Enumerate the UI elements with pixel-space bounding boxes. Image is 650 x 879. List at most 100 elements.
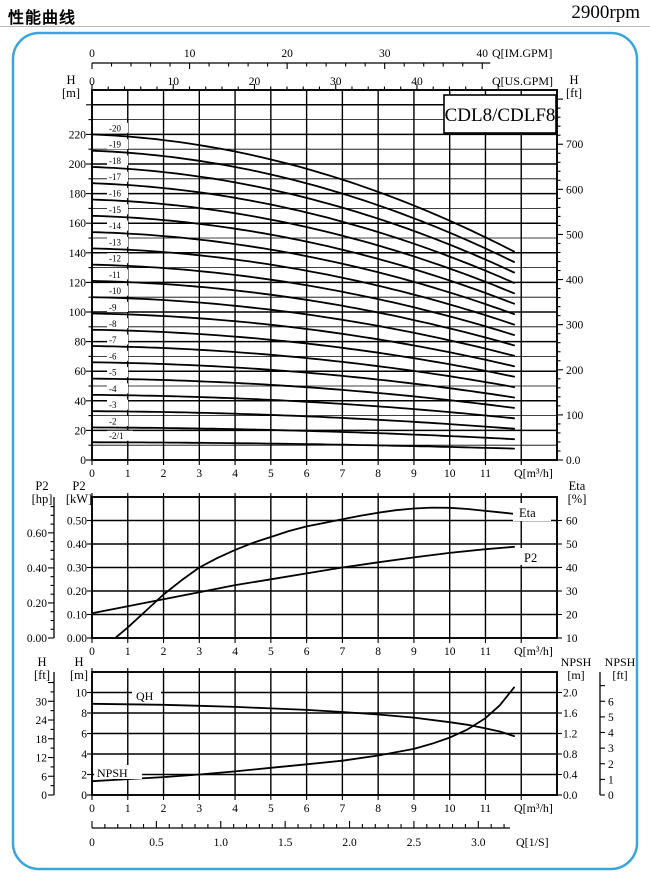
- stage-curve-label: -20: [109, 123, 121, 133]
- stage-label-bg: [107, 334, 128, 345]
- head-m-tick-label: 100: [69, 307, 87, 319]
- p2-curve-label: P2: [524, 551, 537, 565]
- p2-kw-tick-label: 0.00: [67, 633, 87, 645]
- npsh-m-tick-label: 2.0: [563, 688, 578, 700]
- power-q-tick-label: 8: [375, 646, 381, 658]
- power-chart: 0.000.100.200.300.400.50P2[kW]0.000.200.…: [27, 479, 587, 658]
- us-gpm-tick-label: 40: [411, 76, 423, 88]
- stage-label-bg: [107, 188, 128, 199]
- stage-curve: [91, 361, 515, 399]
- eta-label-bg: [513, 503, 551, 521]
- ls-tick-label: 1.5: [278, 837, 293, 849]
- npsh-q-tick-label: 11: [480, 803, 491, 815]
- eta-tick-label: 60: [566, 516, 578, 528]
- head-ft-tick-label: 200: [566, 365, 584, 377]
- npsh-q-tick-label: 2: [161, 803, 167, 815]
- stage-curve-label: -2/1: [109, 431, 124, 441]
- stage-curve-label: -6: [109, 351, 117, 361]
- model-box: CDL8/CDLF8: [443, 94, 557, 134]
- qh-m-axis-title: H: [74, 655, 83, 669]
- npsh-q-tick-label: 8: [375, 803, 381, 815]
- p2-kw-tick-label: 0.20: [67, 586, 87, 598]
- us-gpm-tick-label: 10: [167, 76, 179, 88]
- head-q-tick-label: 5: [268, 468, 274, 480]
- head-q-tick-label: 6: [304, 468, 310, 480]
- p2-hp-tick-label: 0.60: [27, 528, 47, 540]
- stage-curve-label: -9: [109, 302, 117, 312]
- ls-tick-label: 2.5: [407, 837, 422, 849]
- npsh-ft-tick-label: 4: [608, 728, 614, 740]
- head-ft-tick-label: 600: [566, 184, 584, 196]
- head-m-tick-label: 80: [75, 337, 87, 349]
- head-m-tick-label: 60: [75, 366, 87, 378]
- stage-curve: [91, 149, 515, 263]
- npsh-q-tick-label: 7: [340, 803, 346, 815]
- npsh-ft-tick-label: 1: [608, 774, 614, 786]
- stage-curve-label: -16: [109, 189, 121, 199]
- npsh-chart-curves: QH NPSH: [91, 686, 515, 783]
- npsh-q-tick-label: 10: [444, 803, 456, 815]
- qh-label-bg: [132, 688, 161, 702]
- head-ft-tick-label: 400: [566, 275, 584, 287]
- p2-kw-tick-label: 0.10: [67, 610, 87, 622]
- figure-frame: [11, 31, 639, 871]
- stage-label-bg: [107, 220, 128, 231]
- stage-label-bg: [107, 171, 128, 182]
- qh-m-axis-unit: [m]: [70, 668, 88, 682]
- im-gpm-tick-label: 10: [184, 48, 196, 60]
- p2-kw-tick-label: 0.30: [67, 563, 87, 575]
- stage-label-bg: [107, 139, 128, 150]
- qh-m-tick-label: 4: [81, 749, 87, 761]
- stage-curve: [91, 377, 515, 409]
- stage-curve: [91, 280, 515, 347]
- npsh-curve-label: NPSH: [97, 766, 128, 780]
- stage-curve: [91, 441, 515, 450]
- im-gpm-axis-label: Q[IM.GPM]: [492, 46, 552, 60]
- qh-ft-tick-label: 24: [36, 715, 48, 727]
- head-left-axis-title: H: [66, 73, 75, 87]
- stage-label-bg: [107, 285, 128, 296]
- eta-axis-title: Eta: [569, 479, 586, 493]
- power-q-tick-label: 3: [196, 646, 202, 658]
- stage-curve: [91, 182, 515, 284]
- qh-ft-axis-unit: [ft]: [34, 668, 50, 682]
- frame-border: [11, 31, 639, 871]
- page-title: 性能曲线: [8, 8, 77, 27]
- stage-label-bg: [107, 122, 128, 133]
- head-ft-tick-label: 500: [566, 229, 584, 241]
- npsh-q-tick-label: 3: [196, 803, 202, 815]
- npsh-ft-axis-title: NPSH: [605, 655, 636, 669]
- stage-curve: [91, 133, 515, 253]
- head-q-tick-label: 7: [340, 468, 346, 480]
- eta-tick-label: 40: [566, 563, 578, 575]
- npsh-m-tick-label: 1.6: [563, 708, 578, 720]
- stage-label-bg: [107, 155, 128, 166]
- stage-curve-label: -8: [109, 319, 117, 329]
- eta-tick-label: 30: [566, 586, 578, 598]
- head-q-tick-label: 10: [444, 468, 456, 480]
- head-q-tick-label-unit: Q[m³/h]: [514, 466, 553, 480]
- qh-m-tick-label: 0: [81, 790, 87, 802]
- im-gpm-tick-label: 30: [379, 48, 391, 60]
- npsh-q-tick-label: 1: [125, 803, 131, 815]
- stage-curve: [91, 345, 515, 388]
- stage-curve-label: -4: [109, 384, 117, 394]
- us-gpm-tick-label: 0: [89, 76, 95, 88]
- power-q-tick-label: 2: [161, 646, 167, 658]
- stage-label-bg: [107, 253, 128, 264]
- stage-curve-label: -12: [109, 254, 121, 264]
- stage-curve: [91, 231, 515, 315]
- model-box-label: CDL8/CDLF8: [445, 105, 556, 126]
- p2-hp-axis-unit: [hp]: [32, 492, 53, 506]
- npsh-m-axis-unit: [m]: [567, 668, 584, 682]
- npsh-ft-tick-label: 0: [608, 790, 614, 802]
- stage-curve-label: -19: [109, 140, 121, 150]
- p2-kw-tick-label: 0.40: [67, 539, 87, 551]
- power-q-tick-label: 10: [444, 646, 456, 658]
- head-q-tick-label: 9: [411, 468, 417, 480]
- npsh-q-tick-label: 6: [304, 803, 310, 815]
- stage-label-bg: [107, 236, 128, 247]
- npsh-q-tick-label-unit: Q[m³/h]: [514, 801, 553, 815]
